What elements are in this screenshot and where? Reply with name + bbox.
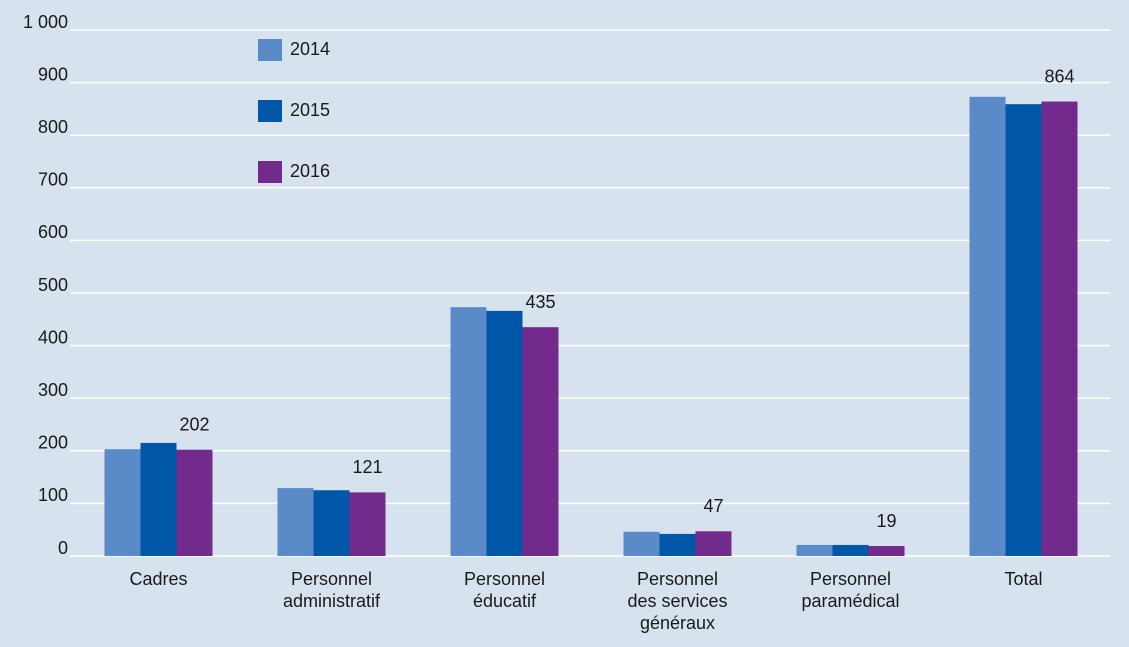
y-tick-label: 600 <box>38 222 68 242</box>
legend-swatch <box>258 161 282 183</box>
bar <box>969 96 1006 556</box>
bar <box>349 492 386 556</box>
x-tick-label: Cadres <box>129 569 188 589</box>
legend-label: 2015 <box>290 100 330 120</box>
x-tick-label: Personnel paramédical <box>801 569 900 611</box>
value-label: 47 <box>703 496 723 516</box>
value-label: 202 <box>179 414 209 434</box>
bar <box>623 531 660 556</box>
bar <box>796 544 833 556</box>
legend-label: 2016 <box>290 161 330 181</box>
bar <box>1041 101 1078 556</box>
bar <box>104 449 141 556</box>
y-tick-label: 900 <box>38 64 68 84</box>
bar <box>140 442 177 556</box>
bar <box>522 327 559 556</box>
x-tick-label: Personnel administratif <box>282 569 381 611</box>
value-label: 121 <box>352 457 382 477</box>
bar <box>868 546 905 556</box>
bar <box>313 490 350 556</box>
legend-swatch <box>258 39 282 61</box>
bar <box>1005 104 1042 556</box>
y-tick-label: 300 <box>38 380 68 400</box>
x-tick-label: Personnel éducatif <box>463 569 546 611</box>
bar <box>450 307 487 556</box>
value-label: 864 <box>1044 66 1074 86</box>
y-tick-label: 800 <box>38 117 68 137</box>
y-tick-label: 0 <box>58 538 68 558</box>
y-tick-label: 200 <box>38 433 68 453</box>
y-tick-label: 400 <box>38 327 68 347</box>
bar <box>486 310 523 556</box>
bar <box>659 533 696 556</box>
value-label: 19 <box>876 511 896 531</box>
legend-swatch <box>258 100 282 122</box>
x-tick-label: Personnel des services généraux <box>627 569 728 633</box>
x-tick-label: Total <box>1004 569 1043 589</box>
bar <box>176 449 213 556</box>
value-label: 435 <box>525 292 555 312</box>
bar <box>832 544 869 556</box>
y-tick-label: 100 <box>38 485 68 505</box>
y-tick-label: 500 <box>38 275 68 295</box>
legend-label: 2014 <box>290 39 330 59</box>
y-tick-label: 700 <box>38 170 68 190</box>
bar <box>695 531 732 556</box>
y-tick-label: 1 000 <box>23 12 68 32</box>
bar <box>277 488 314 556</box>
